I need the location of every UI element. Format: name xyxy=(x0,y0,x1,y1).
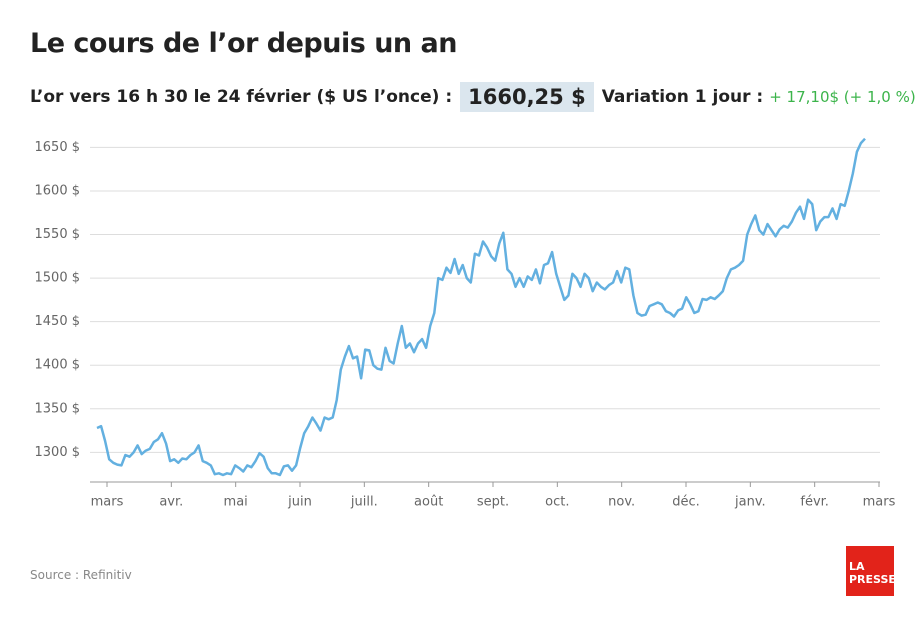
y-tick-label: 1550 $ xyxy=(35,227,81,242)
y-tick-label: 1400 $ xyxy=(35,358,81,373)
line xyxy=(96,137,866,477)
subtitle: L’or vers 16 h 30 le 24 février ($ US l’… xyxy=(30,82,916,112)
y-tick-label: 1300 $ xyxy=(35,445,81,460)
x-tick-label: avr. xyxy=(159,495,183,510)
source: Source : Refinitiv xyxy=(30,568,132,582)
y-tick-label: 1500 $ xyxy=(35,271,81,286)
x-tick-label: févr. xyxy=(800,495,829,510)
x-tick-label: juin xyxy=(287,495,312,510)
change: + 17,10$ (+ 1,0 %) xyxy=(769,88,916,106)
y-tick-label: 1650 $ xyxy=(35,140,81,155)
logo: LA PRESSE xyxy=(846,546,896,596)
chart-title: Le cours de l’or depuis un an xyxy=(30,28,458,59)
x-tick-label: mars xyxy=(863,495,896,510)
y-tick-label: 1350 $ xyxy=(35,401,81,416)
x-tick-label: janv. xyxy=(734,495,766,510)
x-tick-label: sept. xyxy=(477,495,509,510)
x-tick-label: juill. xyxy=(350,495,378,510)
change-label: Variation 1 jour : xyxy=(601,87,764,107)
x-tick-label: déc. xyxy=(672,495,700,510)
price: 1660,25 $ xyxy=(460,82,594,112)
y-tick-label: 1450 $ xyxy=(35,314,81,329)
x-tick-label: août xyxy=(414,495,443,510)
x-tick-label: nov. xyxy=(608,495,635,510)
x-tick-label: mai xyxy=(224,495,248,510)
x-tick-label: mars xyxy=(91,495,124,510)
y-tick-label: 1600 $ xyxy=(35,183,81,198)
x-tick-label: oct. xyxy=(545,495,569,510)
subtitle-text: L’or vers 16 h 30 le 24 février ($ US l’… xyxy=(30,87,453,107)
